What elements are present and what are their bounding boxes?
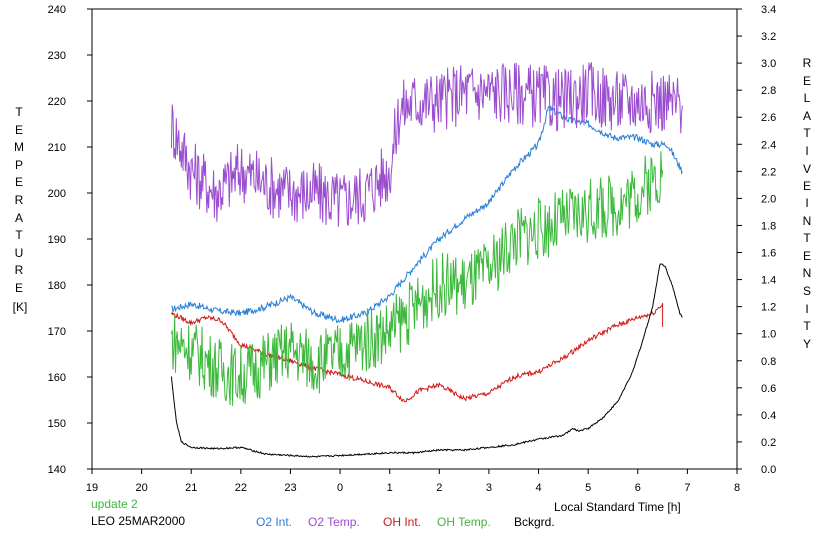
right-tick-label: 1.6 (761, 248, 776, 260)
legend-o2-int: O2 Int. (256, 515, 293, 529)
right-tick-label: 0.0 (761, 464, 776, 476)
legend-oh-int: OH Int. (383, 515, 422, 529)
right-tick-label: 0.2 (761, 437, 776, 449)
right-tick-label: 2.2 (761, 166, 776, 178)
left-tick-label: 140 (48, 464, 66, 476)
plot-frame (91, 8, 738, 470)
right-tick-label: 3.2 (761, 31, 776, 43)
left-tick-label: 200 (48, 188, 66, 200)
right-tick-label: 1.2 (761, 302, 776, 314)
x-tick-label: 6 (635, 482, 641, 494)
legend-o2-temp: O2 Temp. (308, 515, 360, 529)
right-tick-label: 0.4 (761, 410, 776, 422)
series-line-o2-temp (170, 62, 683, 227)
left-axis-unit: [K] (12, 300, 28, 314)
legend-oh-temp: OH Temp. (437, 515, 491, 529)
right-tick-label: 1.8 (761, 220, 776, 232)
left-tick-label: 220 (48, 96, 66, 108)
right-tick-label: 2.6 (761, 112, 776, 124)
right-tick-label: 3.4 (761, 4, 776, 16)
x-tick-label: 7 (684, 482, 690, 494)
series-layer (170, 62, 683, 458)
x-tick-label: 2 (436, 482, 442, 494)
left-tick-label: 170 (48, 326, 66, 338)
right-tick-label: 1.0 (761, 329, 776, 341)
update-label: update 2 (91, 497, 138, 511)
x-tick-label: 21 (185, 482, 197, 494)
left-tick-label: 210 (48, 142, 66, 154)
right-tick-label: 2.4 (761, 139, 776, 151)
x-tick-label: 5 (585, 482, 591, 494)
series-line-oh-temp (170, 151, 664, 407)
site-date-label: LEO 25MAR2000 (91, 514, 186, 528)
left-tick-label: 150 (48, 418, 66, 430)
left-tick-label: 240 (48, 4, 66, 16)
left-tick-label: 190 (48, 234, 66, 246)
right-axis-ticks: 3.4 3.2 3.0 2.8 2.6 2.4 2.2 2.0 1.8 1.6 1.4 1.2 1.0 0… (737, 4, 776, 476)
left-tick-label: 180 (48, 280, 66, 292)
x-tick-label: 22 (235, 482, 247, 494)
left-axis-ticks: 240 230 220 210 200 190 180 170 160 150 140 (48, 4, 92, 476)
x-tick-label: 19 (86, 482, 98, 494)
right-tick-label: 0.8 (761, 356, 776, 368)
left-tick-label: 160 (48, 372, 66, 384)
series-line-bckgrd (170, 263, 683, 458)
right-tick-label: 1.4 (761, 275, 776, 287)
x-tick-label: 3 (486, 482, 492, 494)
series-line-o2-int (171, 104, 683, 324)
x-tick-label: 4 (535, 482, 541, 494)
x-tick-label: 23 (284, 482, 296, 494)
x-axis-label: Local Standard Time [h] (554, 500, 681, 514)
right-tick-label: 0.6 (761, 383, 776, 395)
left-tick-label: 230 (48, 50, 66, 62)
right-tick-label: 2.0 (761, 193, 776, 205)
x-tick-label: 0 (337, 482, 343, 494)
x-tick-label: 20 (135, 482, 147, 494)
x-axis-ticks: 19 20 21 22 23 0 1 2 3 4 5 6 7 8 (86, 469, 740, 494)
right-tick-label: 2.8 (761, 85, 776, 97)
legend-bckgrd: Bckgrd. (514, 515, 555, 529)
series-line-oh-int (170, 302, 664, 403)
x-tick-label: 1 (387, 482, 393, 494)
right-tick-label: 3.0 (761, 58, 776, 70)
x-tick-label: 8 (734, 482, 740, 494)
